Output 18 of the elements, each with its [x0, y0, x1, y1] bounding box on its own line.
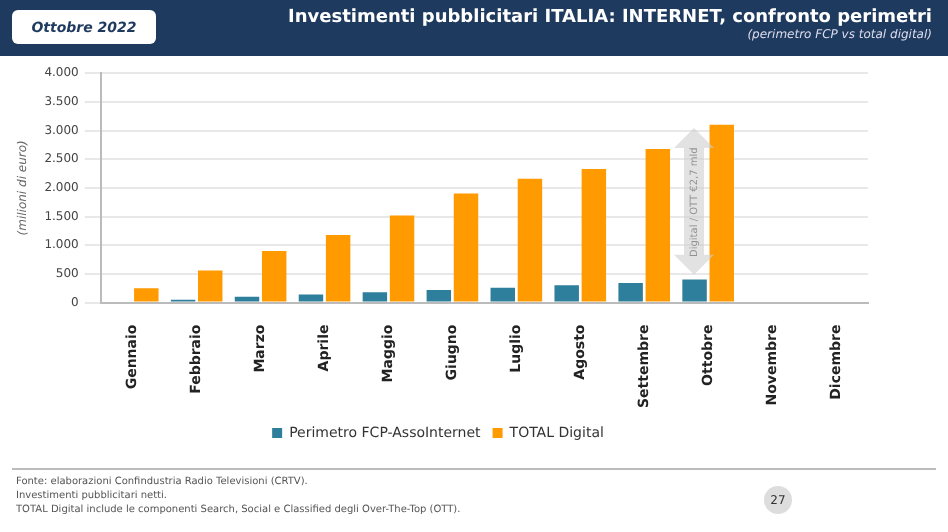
bar [490, 287, 515, 302]
bar [325, 234, 351, 302]
bar [426, 289, 452, 302]
bar [517, 178, 543, 302]
bar [554, 285, 579, 302]
bar [453, 193, 479, 302]
bar [618, 283, 643, 302]
bar [134, 288, 159, 302]
bar [298, 294, 324, 302]
bar [389, 215, 415, 302]
bar [198, 270, 223, 302]
bar [682, 279, 707, 302]
bar [234, 296, 260, 302]
bar [645, 148, 671, 302]
bar [362, 292, 388, 302]
bar [261, 250, 287, 302]
bar [581, 168, 607, 302]
chart-title: Investimenti pubblicitari ITALIA: INTERNET, confronto perimetri [288, 8, 932, 28]
